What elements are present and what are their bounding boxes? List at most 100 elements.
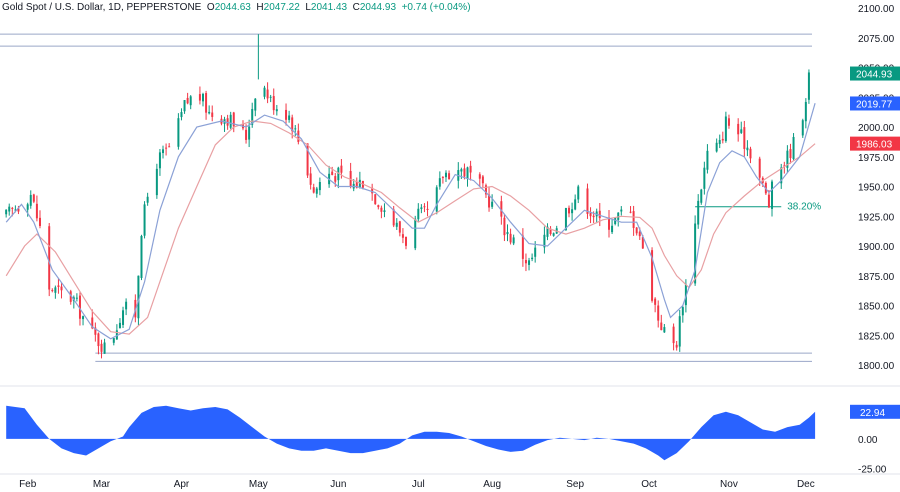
- candle-down[interactable]: [503, 217, 506, 236]
- candle-up[interactable]: [444, 172, 447, 178]
- candle-down[interactable]: [423, 206, 426, 208]
- candle-down[interactable]: [340, 165, 343, 173]
- candle-down[interactable]: [426, 208, 429, 210]
- candle-down[interactable]: [632, 211, 635, 228]
- candle-down[interactable]: [783, 165, 786, 167]
- candle-down[interactable]: [211, 112, 214, 117]
- fast-moving-average-line[interactable]: [5, 103, 816, 340]
- price-pane[interactable]: 38.20%: [0, 33, 821, 362]
- candle-down[interactable]: [165, 147, 168, 149]
- candle-down[interactable]: [758, 158, 761, 178]
- candle-down[interactable]: [380, 207, 383, 212]
- candle-up[interactable]: [663, 327, 666, 333]
- candle-up[interactable]: [118, 322, 121, 329]
- candle-down[interactable]: [374, 194, 377, 205]
- candle-up[interactable]: [383, 210, 386, 212]
- candle-up[interactable]: [177, 118, 180, 147]
- candle-up[interactable]: [125, 301, 128, 310]
- candle-up[interactable]: [715, 142, 718, 152]
- candle-up[interactable]: [263, 87, 266, 97]
- candle-down[interactable]: [168, 146, 171, 148]
- candle-up[interactable]: [574, 199, 577, 210]
- candle-down[interactable]: [638, 231, 641, 237]
- candle-up[interactable]: [248, 126, 251, 140]
- candle-down[interactable]: [721, 138, 724, 141]
- candle-down[interactable]: [97, 333, 100, 347]
- candle-down[interactable]: [675, 344, 678, 348]
- candle-down[interactable]: [272, 96, 275, 111]
- candle-down[interactable]: [589, 212, 592, 217]
- candle-up[interactable]: [180, 112, 183, 118]
- candle-down[interactable]: [401, 234, 404, 238]
- candle-down[interactable]: [349, 170, 352, 187]
- candle-down[interactable]: [524, 260, 527, 264]
- candle-down[interactable]: [38, 217, 41, 226]
- candle-up[interactable]: [438, 178, 441, 187]
- candle-up[interactable]: [614, 217, 617, 225]
- candle-up[interactable]: [531, 257, 534, 260]
- candle-up[interactable]: [807, 72, 810, 100]
- candle-up[interactable]: [546, 226, 549, 237]
- candle-up[interactable]: [229, 114, 232, 128]
- candle-down[interactable]: [521, 235, 524, 259]
- candle-up[interactable]: [122, 310, 125, 325]
- candle-up[interactable]: [512, 237, 515, 244]
- candle-up[interactable]: [420, 207, 423, 210]
- candle-up[interactable]: [460, 169, 463, 172]
- candle-down[interactable]: [405, 236, 407, 246]
- candle-up[interactable]: [786, 150, 789, 168]
- candle-down[interactable]: [592, 215, 595, 218]
- candle-up[interactable]: [528, 260, 531, 265]
- candle-down[interactable]: [69, 291, 72, 302]
- candle-up[interactable]: [681, 307, 684, 316]
- candle-up[interactable]: [140, 235, 143, 278]
- candle-down[interactable]: [186, 97, 189, 104]
- candle-down[interactable]: [377, 205, 380, 208]
- candle-up[interactable]: [414, 218, 417, 249]
- candle-up[interactable]: [678, 316, 681, 347]
- candle-up[interactable]: [82, 316, 85, 320]
- candle-up[interactable]: [534, 247, 537, 257]
- candle-up[interactable]: [417, 208, 420, 220]
- candle-down[interactable]: [266, 89, 269, 99]
- candle-down[interactable]: [488, 194, 491, 208]
- candle-up[interactable]: [571, 209, 574, 214]
- candle-up[interactable]: [137, 275, 140, 319]
- candle-down[interactable]: [660, 322, 663, 331]
- candle-down[interactable]: [51, 290, 54, 292]
- candle-up[interactable]: [208, 111, 211, 114]
- candle-up[interactable]: [703, 167, 706, 189]
- candle-up[interactable]: [54, 287, 57, 293]
- candle-down[interactable]: [727, 118, 730, 126]
- candle-down[interactable]: [48, 226, 51, 290]
- candle-down[interactable]: [672, 326, 675, 344]
- candle-up[interactable]: [801, 120, 804, 136]
- candle-up[interactable]: [155, 168, 158, 196]
- candle-down[interactable]: [598, 210, 601, 219]
- candle-down[interactable]: [11, 207, 14, 209]
- candle-down[interactable]: [481, 176, 484, 184]
- candle-down[interactable]: [478, 174, 481, 179]
- candle-up[interactable]: [115, 330, 118, 340]
- candle-up[interactable]: [318, 182, 321, 191]
- candle-down[interactable]: [568, 207, 571, 214]
- candle-down[interactable]: [654, 298, 657, 305]
- candle-down[interactable]: [608, 217, 610, 230]
- candle-up[interactable]: [740, 129, 743, 133]
- candle-up[interactable]: [14, 209, 17, 211]
- candle-up[interactable]: [700, 189, 703, 203]
- candle-down[interactable]: [57, 285, 60, 287]
- candle-down[interactable]: [392, 209, 395, 226]
- candle-up[interactable]: [466, 167, 469, 179]
- candle-down[interactable]: [398, 221, 401, 233]
- candle-up[interactable]: [251, 108, 254, 125]
- candle-down[interactable]: [641, 237, 644, 249]
- candle-up[interactable]: [804, 101, 807, 122]
- candle-down[interactable]: [463, 168, 466, 177]
- candle-up[interactable]: [158, 152, 161, 169]
- candle-up[interactable]: [792, 136, 795, 160]
- candle-down[interactable]: [549, 228, 552, 234]
- candle-up[interactable]: [189, 96, 192, 106]
- candle-down[interactable]: [205, 93, 208, 113]
